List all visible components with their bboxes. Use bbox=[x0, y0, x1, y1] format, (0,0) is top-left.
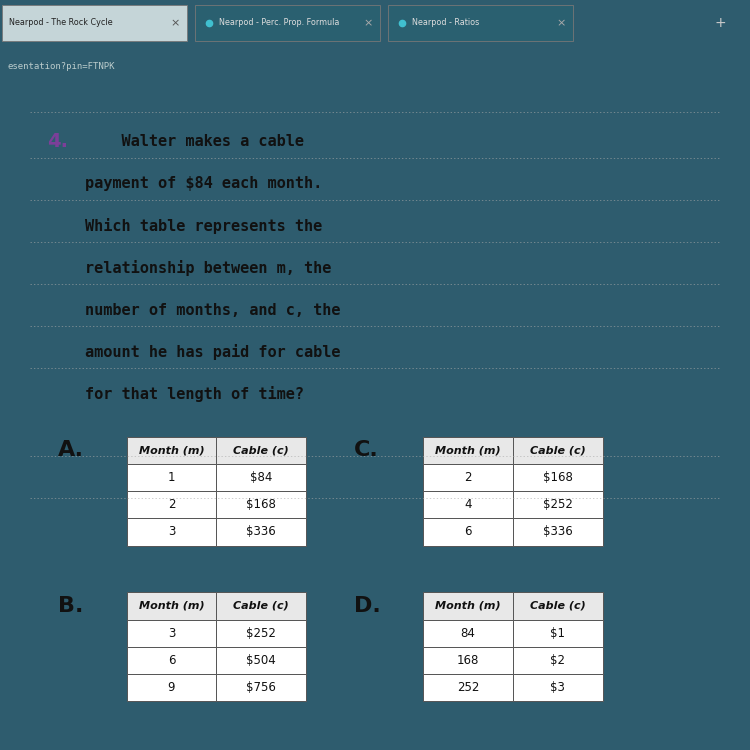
Text: for that length of time?: for that length of time? bbox=[86, 386, 304, 403]
Bar bbox=[127, 491, 216, 518]
Bar bbox=[216, 646, 306, 674]
Bar bbox=[127, 518, 216, 545]
Text: 2: 2 bbox=[464, 471, 472, 484]
Text: $3: $3 bbox=[550, 681, 566, 694]
Text: $336: $336 bbox=[543, 526, 573, 538]
Text: 4.: 4. bbox=[47, 132, 68, 151]
Text: $168: $168 bbox=[246, 498, 276, 512]
Text: ×: × bbox=[556, 18, 566, 28]
Text: 9: 9 bbox=[168, 681, 176, 694]
Text: 6: 6 bbox=[464, 526, 472, 538]
Bar bbox=[513, 674, 603, 701]
Text: amount he has paid for cable: amount he has paid for cable bbox=[86, 344, 340, 360]
Text: Nearpod - Ratios: Nearpod - Ratios bbox=[412, 19, 479, 28]
Bar bbox=[127, 592, 216, 619]
Text: 1: 1 bbox=[168, 471, 176, 484]
Bar bbox=[513, 464, 603, 491]
Text: 84: 84 bbox=[460, 627, 476, 640]
Bar bbox=[513, 436, 603, 463]
Bar bbox=[127, 674, 216, 701]
Bar bbox=[216, 491, 306, 518]
Bar bbox=[127, 646, 216, 674]
Text: D.: D. bbox=[354, 596, 381, 616]
Text: A.: A. bbox=[58, 440, 83, 460]
Text: Cable (c): Cable (c) bbox=[233, 446, 289, 455]
Text: ×: × bbox=[170, 18, 180, 28]
Text: Cable (c): Cable (c) bbox=[530, 446, 586, 455]
Text: $84: $84 bbox=[250, 471, 272, 484]
Text: $504: $504 bbox=[246, 654, 276, 667]
Text: 2: 2 bbox=[168, 498, 176, 512]
Bar bbox=[423, 491, 513, 518]
Text: Which table represents the: Which table represents the bbox=[86, 217, 322, 234]
Bar bbox=[216, 518, 306, 545]
Text: $336: $336 bbox=[246, 526, 276, 538]
Text: Cable (c): Cable (c) bbox=[530, 601, 586, 611]
Text: +: + bbox=[714, 16, 726, 30]
Bar bbox=[127, 464, 216, 491]
Bar bbox=[2, 5, 187, 40]
Text: 3: 3 bbox=[168, 526, 176, 538]
Bar bbox=[127, 436, 216, 463]
Text: B.: B. bbox=[58, 596, 83, 616]
Bar bbox=[423, 620, 513, 646]
Text: Month (m): Month (m) bbox=[139, 601, 204, 611]
Text: payment of $84 each month.: payment of $84 each month. bbox=[86, 176, 322, 191]
Text: 6: 6 bbox=[168, 654, 176, 667]
Bar bbox=[127, 620, 216, 646]
Text: Cable (c): Cable (c) bbox=[233, 601, 289, 611]
Text: 4: 4 bbox=[464, 498, 472, 512]
Bar bbox=[513, 620, 603, 646]
Text: $252: $252 bbox=[543, 498, 573, 512]
Bar bbox=[216, 464, 306, 491]
Text: $252: $252 bbox=[246, 627, 276, 640]
Text: $756: $756 bbox=[246, 681, 276, 694]
Text: relationship between m, the: relationship between m, the bbox=[86, 260, 332, 276]
Bar bbox=[423, 518, 513, 545]
Bar bbox=[513, 646, 603, 674]
Bar bbox=[423, 646, 513, 674]
Bar bbox=[513, 518, 603, 545]
Text: esentation?pin=FTNPK: esentation?pin=FTNPK bbox=[8, 62, 115, 71]
Text: Month (m): Month (m) bbox=[435, 601, 501, 611]
Text: C.: C. bbox=[354, 440, 379, 460]
Text: 252: 252 bbox=[457, 681, 479, 694]
Bar bbox=[513, 592, 603, 619]
Text: Month (m): Month (m) bbox=[435, 446, 501, 455]
Bar bbox=[388, 5, 573, 40]
Text: 168: 168 bbox=[457, 654, 479, 667]
Bar bbox=[513, 491, 603, 518]
Text: Nearpod - The Rock Cycle: Nearpod - The Rock Cycle bbox=[9, 19, 112, 28]
Text: $1: $1 bbox=[550, 627, 566, 640]
Text: ×: × bbox=[363, 18, 373, 28]
Bar bbox=[423, 464, 513, 491]
Text: Walter makes a cable: Walter makes a cable bbox=[86, 134, 304, 149]
Text: $168: $168 bbox=[543, 471, 573, 484]
Bar bbox=[216, 436, 306, 463]
Text: $2: $2 bbox=[550, 654, 566, 667]
Bar bbox=[216, 592, 306, 619]
Text: Month (m): Month (m) bbox=[139, 446, 204, 455]
Bar bbox=[423, 436, 513, 463]
Bar bbox=[423, 592, 513, 619]
Bar bbox=[423, 674, 513, 701]
Text: Nearpod - Perc. Prop. Formula: Nearpod - Perc. Prop. Formula bbox=[219, 19, 339, 28]
Bar bbox=[216, 620, 306, 646]
Bar bbox=[195, 5, 380, 40]
Text: 3: 3 bbox=[168, 627, 176, 640]
Text: number of months, and c, the: number of months, and c, the bbox=[86, 302, 340, 317]
Bar bbox=[216, 674, 306, 701]
